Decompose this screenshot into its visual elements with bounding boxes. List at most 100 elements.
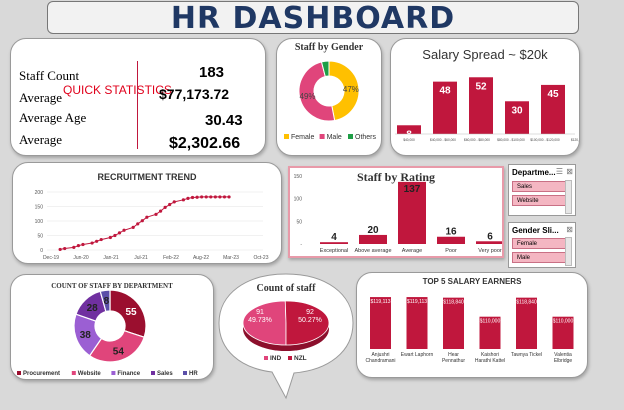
rating-y-tick-label: -: [300, 242, 302, 248]
rating-category-label: Above average: [355, 248, 392, 254]
average-other-value: $2,302.66: [169, 135, 241, 152]
department-slicer-scrollbar[interactable]: [565, 180, 572, 214]
department-slice-label: 28: [87, 303, 99, 314]
country-legend-label: IND: [270, 355, 282, 362]
trend-point: [140, 219, 144, 223]
earner-bar: [516, 297, 537, 349]
earner-name-label: Valentia: [554, 352, 572, 358]
earner-name-label: Kaishori: [481, 352, 499, 358]
rating-y-tick-label: 100: [294, 197, 303, 203]
trend-point: [63, 246, 67, 251]
trend-point: [190, 195, 195, 200]
dashboard-title: HR DASHBOARD: [170, 1, 456, 36]
rating-category-label: Exceptional: [320, 248, 348, 254]
top-salary-earners-card: TOP 5 SALARY EARNERS $119,113 Anjushri Cha…: [356, 272, 588, 378]
earner-name-label: Hear: [448, 352, 459, 358]
salary-spread-chart: 8 48 52 30 45 $40,000 $40,000 - $60,000 $60,000…: [395, 77, 579, 142]
department-slicer-item[interactable]: Sales: [512, 181, 567, 192]
trend-x-tick-label: Feb-22: [163, 255, 179, 261]
rating-bar: [320, 242, 348, 244]
earner-bar: [552, 316, 574, 349]
rating-bar-label: 4: [331, 232, 337, 243]
trend-point: [117, 231, 122, 235]
gender-slicer-scrollbar[interactable]: [565, 237, 572, 266]
trend-point: [218, 195, 222, 199]
earner-bar-label: $119,113: [407, 299, 427, 305]
count-of-staff-title: Count of staff: [256, 283, 316, 294]
gender-slice: [298, 61, 336, 122]
department-legend-swatch: [71, 371, 76, 375]
trend-point: [227, 195, 231, 199]
trend-point: [136, 222, 140, 226]
trend-x-tick-label: Dec-19: [43, 255, 59, 261]
staff-by-gender-title: Staff by Gender: [294, 42, 364, 53]
average-other-label: Average: [19, 132, 63, 147]
recruitment-trend-title: RECRUITMENT TREND: [97, 172, 197, 182]
staff-by-department-chart: 55 54 38 28 8 Procurement Website Finance Sales…: [17, 289, 198, 377]
gender-slicer-item[interactable]: Female: [512, 238, 567, 249]
salary-spread-tick-label: $80,000 - $100,000: [497, 138, 525, 142]
rating-category-label: Average: [402, 248, 422, 254]
country-slice-value: 91: [256, 309, 264, 316]
country-legend-swatch: [288, 356, 292, 360]
rating-bar: [359, 234, 387, 244]
salary-spread-tick-label: $100,000 - $120,000: [530, 138, 560, 142]
gender-slice: [320, 60, 330, 78]
country-slice-value: 92: [306, 309, 314, 316]
country-legend-swatch: [264, 356, 268, 360]
staff-by-rating-title: Staff by Rating: [356, 170, 435, 184]
country-legend-label: NZL: [294, 355, 307, 362]
department-slice-label: 8: [104, 296, 110, 307]
earner-name-label: Tawnya Tickel: [511, 352, 542, 358]
staff-count-label: Staff Count: [19, 68, 80, 83]
quick-statistics-card: QUICK STATISTICS Staff Count 183 Average…: [10, 38, 266, 156]
department-slicer[interactable]: Departme... ☰ ⊠ Sales Website: [508, 164, 576, 216]
trend-point: [158, 209, 163, 213]
trend-point: [122, 228, 126, 232]
gender-slicer-header: Gender Sli...: [512, 226, 559, 235]
gender-slicer[interactable]: Gender Sli... ⊠ Female Male: [508, 222, 576, 268]
staff-by-department-title: COUNT OF STAFF BY DEPARTMENT: [51, 282, 173, 290]
trend-series-line: [60, 196, 229, 250]
department-slice-label: 38: [80, 330, 92, 341]
trend-point: [172, 200, 176, 204]
earner-name-label: Pennathur: [442, 358, 465, 364]
department-slice: [99, 289, 111, 313]
earner-bar-label: $118,840: [516, 300, 537, 306]
rating-y-tick-label: 50: [296, 219, 302, 225]
trend-point: [163, 205, 167, 209]
department-slicer-header: Departme...: [512, 168, 556, 177]
earner-name-label: Anjushri: [371, 352, 389, 358]
rating-category-label: Poor: [445, 248, 457, 254]
trend-point: [209, 195, 213, 199]
earner-name-label: Ewart Laphorn: [401, 352, 434, 358]
trend-point: [90, 241, 94, 245]
staff-by-gender-chart: 47% 49% Female Male Others: [284, 60, 377, 141]
rating-y-tick-label: 150: [294, 174, 303, 180]
staff-by-rating-card: Staff by Rating - 50 100 150 4 Exceptional 20 A…: [288, 166, 504, 258]
trend-point: [204, 195, 208, 199]
trend-point: [99, 237, 103, 242]
gender-legend-label: Male: [327, 134, 342, 141]
quick-statistics-divider: [137, 61, 138, 149]
department-slicer-item[interactable]: Website: [512, 195, 567, 206]
trend-point: [222, 195, 227, 199]
trend-x-tick-label: Jul-21: [134, 255, 148, 261]
top-salary-earners-title: TOP 5 SALARY EARNERS: [422, 277, 522, 286]
department-slice-label: 54: [113, 347, 125, 358]
rating-bar: [398, 181, 426, 244]
earner-bar-label: $119,113: [370, 299, 390, 305]
gender-slice: [328, 60, 360, 122]
salary-spread-bar-label: 30: [511, 105, 523, 116]
clear-filter-icon[interactable]: ⊠: [566, 167, 573, 176]
trend-point: [58, 247, 62, 252]
multi-select-icon[interactable]: ☰: [555, 167, 563, 176]
clear-filter-icon[interactable]: ⊠: [566, 225, 573, 234]
dashboard-title-banner: HR DASHBOARD: [47, 1, 579, 36]
trend-x-tick-label: Jun-20: [73, 255, 89, 261]
earner-name-label: Harathi Kattel: [475, 358, 505, 364]
gender-slicer-item[interactable]: Male: [512, 252, 567, 263]
trend-point: [95, 239, 99, 243]
salary-spread-title: Salary Spread ~ $20k: [422, 47, 548, 62]
